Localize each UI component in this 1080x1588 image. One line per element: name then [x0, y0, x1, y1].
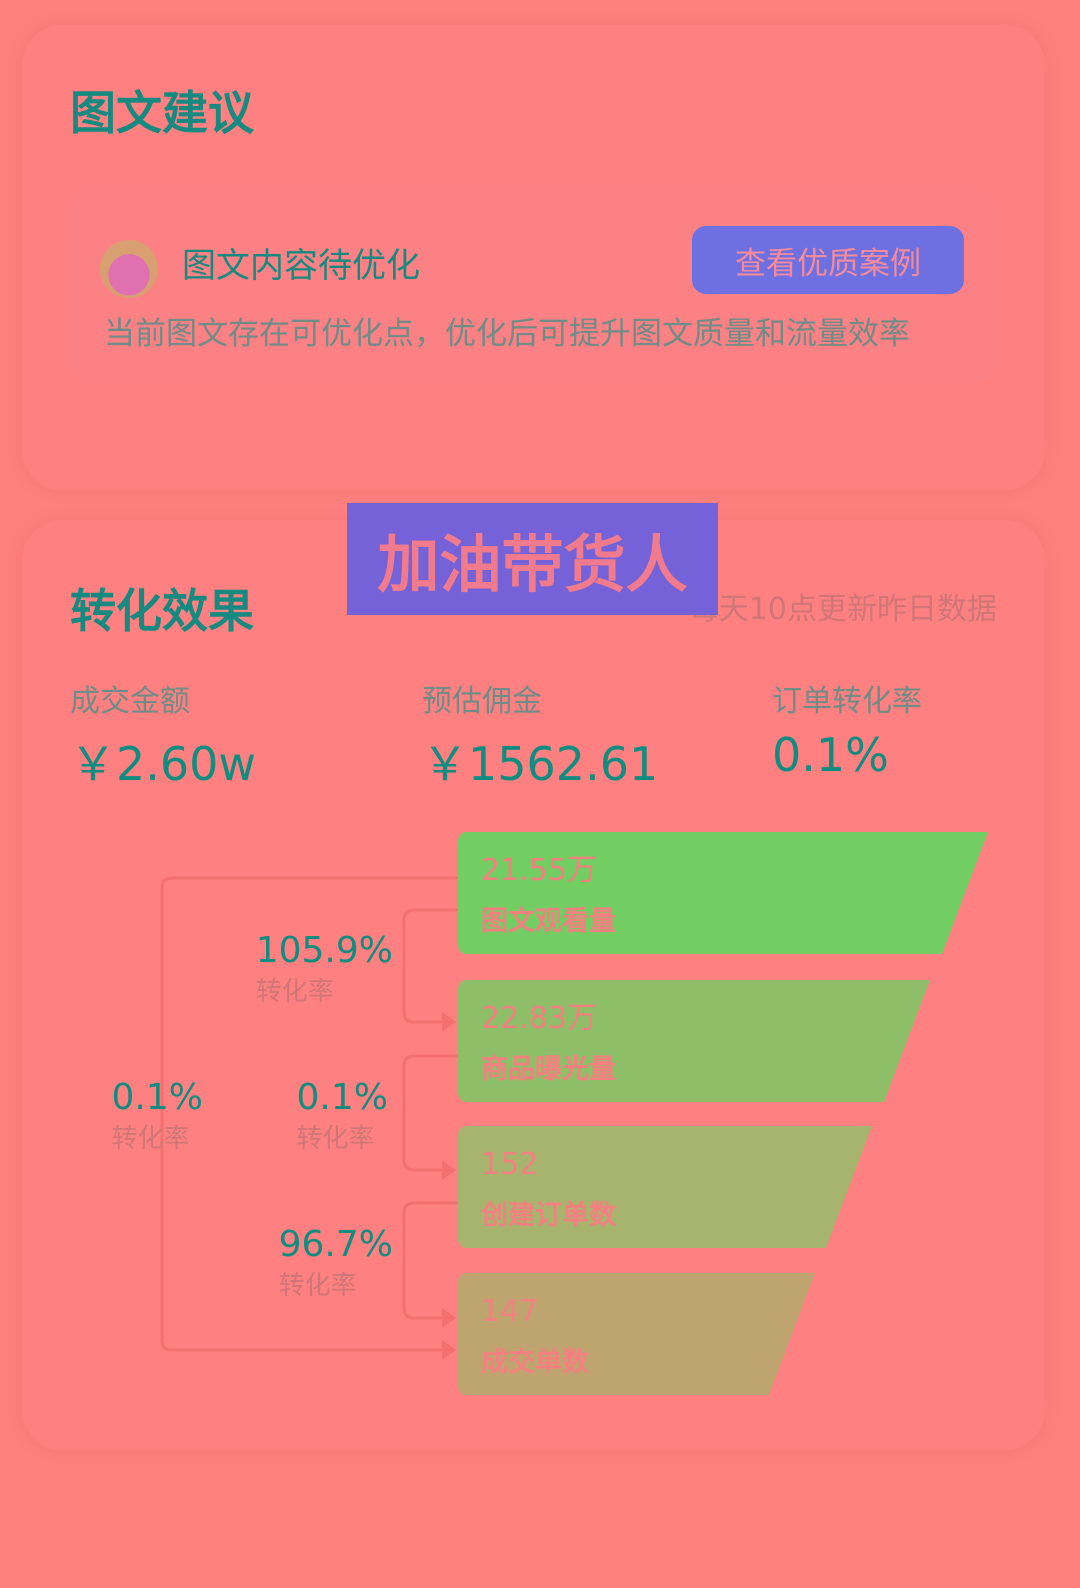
suggestion-description: 当前图文存在可优化点，优化后可提升图文质量和流量效率	[104, 316, 910, 352]
suggestion-title: 图文建议	[70, 86, 254, 140]
metric-value-gmv: ￥2.60w	[70, 737, 257, 791]
suggestion-item: 图文内容待优化 查看优质案例 当前图文存在可优化点，优化后可提升图文质量和流量效…	[70, 190, 995, 380]
metric-value-order-rate: 0.1%	[772, 728, 889, 782]
sad-face-icon	[100, 240, 158, 298]
banner-overlay: 加油带货人	[347, 503, 718, 615]
suggestion-item-title: 图文内容待优化	[182, 246, 420, 286]
suggestion-card: 图文建议 图文内容待优化 查看优质案例 当前图文存在可优化点，优化后可提升图文质…	[22, 25, 1045, 490]
metric-label-order-rate: 订单转化率	[772, 684, 922, 719]
conversion-card: 转化效果 每天10点更新昨日数据 成交金额 ￥2.60w 预估佣金 ￥1562.…	[22, 520, 1045, 1450]
metric-label-commission: 预估佣金	[422, 684, 542, 719]
metric-value-commission: ￥1562.61	[422, 737, 659, 791]
update-note: 每天10点更新昨日数据	[688, 592, 997, 627]
view-quality-cases-button[interactable]: 查看优质案例	[692, 226, 964, 294]
metric-label-gmv: 成交金额	[70, 684, 190, 719]
conversion-title: 转化效果	[70, 584, 254, 638]
